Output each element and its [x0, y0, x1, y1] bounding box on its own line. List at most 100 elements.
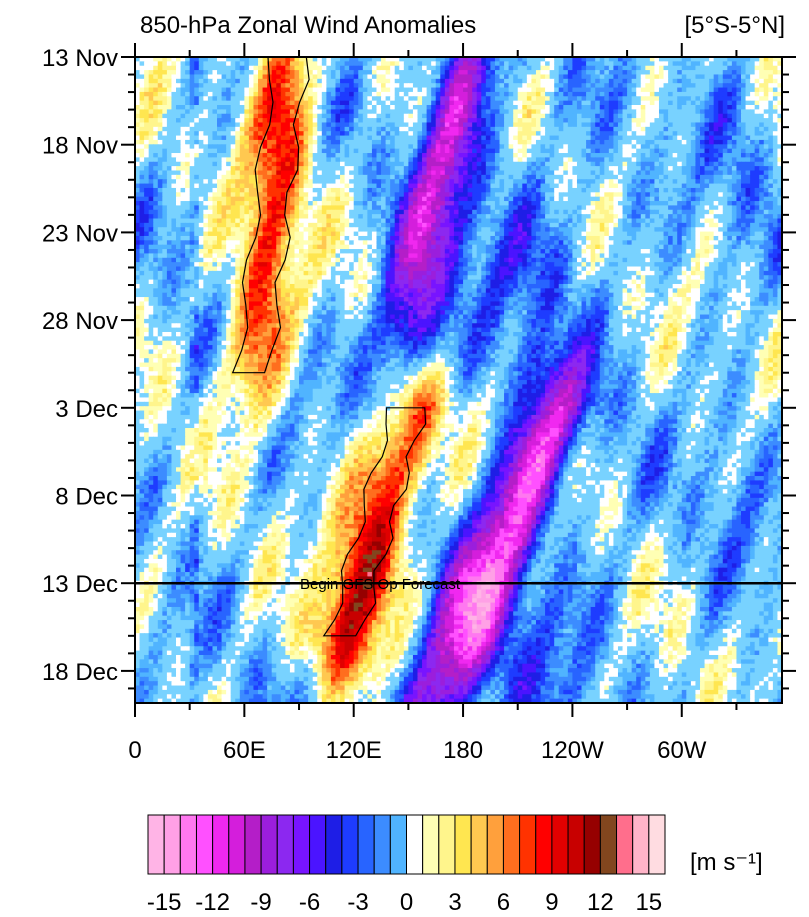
heatmap-cell	[472, 166, 478, 172]
heatmap-cell	[545, 135, 551, 141]
heatmap-cell	[581, 196, 587, 202]
heatmap-cell	[157, 131, 163, 137]
heatmap-cell	[207, 135, 214, 141]
heatmap-cell	[677, 135, 683, 141]
heatmap-cell	[358, 65, 364, 71]
heatmap-cell	[777, 179, 783, 185]
heatmap-cell	[636, 70, 642, 76]
heatmap-cell	[599, 196, 605, 202]
heatmap-cell	[335, 179, 341, 185]
heatmap-cell	[704, 91, 710, 97]
heatmap-cell	[668, 118, 674, 124]
heatmap-cell	[317, 174, 323, 180]
heatmap-cell	[736, 205, 742, 211]
heatmap-cell	[595, 74, 601, 80]
heatmap-cell	[695, 83, 701, 89]
heatmap-cell	[768, 83, 774, 89]
heatmap-cell	[627, 179, 633, 185]
heatmap-cell	[494, 174, 501, 180]
heatmap-cell	[412, 131, 419, 137]
heatmap-cell	[736, 144, 742, 150]
heatmap-cell	[690, 78, 697, 84]
heatmap-cell	[699, 91, 706, 97]
heatmap-cell	[572, 153, 578, 158]
heatmap-cell	[230, 170, 236, 176]
heatmap-cell	[381, 166, 387, 172]
heatmap-cell	[162, 87, 168, 93]
heatmap-cell	[586, 161, 592, 167]
heatmap-cell	[180, 209, 186, 215]
heatmap-cell	[431, 135, 437, 141]
heatmap-cell	[162, 61, 168, 67]
heatmap-cell	[358, 183, 364, 189]
heatmap-cell	[467, 113, 473, 119]
heatmap-cell	[727, 126, 733, 132]
heatmap-cell	[376, 113, 382, 119]
heatmap-cell	[176, 91, 182, 97]
heatmap-cell	[759, 91, 765, 97]
heatmap-cell	[217, 57, 223, 62]
heatmap-cell	[713, 144, 719, 150]
heatmap-cell	[704, 61, 710, 67]
heatmap-cell	[681, 65, 687, 71]
heatmap-cell	[435, 187, 441, 193]
heatmap-cell	[431, 70, 437, 76]
heatmap-cell	[567, 192, 574, 198]
heatmap-cell	[358, 91, 364, 97]
heatmap-cell	[699, 174, 706, 180]
heatmap-cell	[417, 87, 423, 93]
heatmap-cell	[750, 192, 756, 198]
heatmap-cell	[385, 139, 391, 145]
heatmap-cell	[531, 196, 537, 202]
heatmap-cell	[672, 144, 678, 150]
heatmap-cell	[317, 157, 323, 163]
heatmap-cell	[312, 153, 318, 158]
heatmap-cell	[148, 174, 154, 180]
heatmap-cell	[627, 105, 633, 110]
heatmap-cell	[399, 201, 405, 206]
heatmap-cell	[403, 122, 409, 128]
heatmap-cell	[540, 96, 546, 102]
heatmap-cell	[453, 148, 460, 154]
heatmap-cell	[294, 105, 300, 110]
heatmap-cell	[244, 57, 250, 62]
heatmap-cell	[280, 83, 286, 89]
heatmap-cell	[262, 144, 268, 150]
heatmap-cell	[704, 179, 710, 185]
heatmap-cell	[467, 196, 473, 202]
heatmap-cell	[381, 170, 387, 176]
heatmap-cell	[772, 91, 779, 97]
heatmap-cell	[690, 57, 697, 62]
heatmap-cell	[704, 65, 710, 71]
heatmap-cell	[198, 61, 204, 67]
heatmap-cell	[463, 105, 469, 110]
heatmap-cell	[189, 78, 195, 84]
heatmap-cell	[230, 174, 236, 180]
heatmap-cell	[426, 174, 432, 180]
heatmap-cell	[499, 161, 505, 167]
heatmap-cell	[563, 96, 569, 102]
heatmap-cell	[613, 122, 619, 128]
heatmap-cell	[217, 118, 223, 124]
heatmap-cell	[194, 201, 200, 206]
heatmap-cell	[531, 161, 537, 167]
heatmap-cell	[258, 61, 264, 67]
heatmap-cell	[768, 57, 774, 62]
heatmap-cell	[736, 87, 742, 93]
heatmap-cell	[207, 209, 214, 215]
heatmap-cell	[194, 187, 200, 193]
heatmap-cell	[371, 157, 378, 163]
heatmap-cell	[745, 170, 751, 176]
heatmap-cell	[367, 139, 373, 145]
heatmap-cell	[453, 109, 460, 115]
heatmap-cell	[649, 100, 656, 106]
heatmap-cell	[453, 74, 460, 80]
heatmap-cell	[276, 61, 282, 67]
heatmap-cell	[431, 96, 437, 102]
heatmap-cell	[668, 74, 674, 80]
heatmap-cell	[599, 100, 605, 106]
heatmap-cell	[699, 144, 706, 150]
heatmap-cell	[508, 109, 514, 115]
heatmap-cell	[157, 126, 163, 132]
heatmap-cell	[426, 105, 432, 110]
